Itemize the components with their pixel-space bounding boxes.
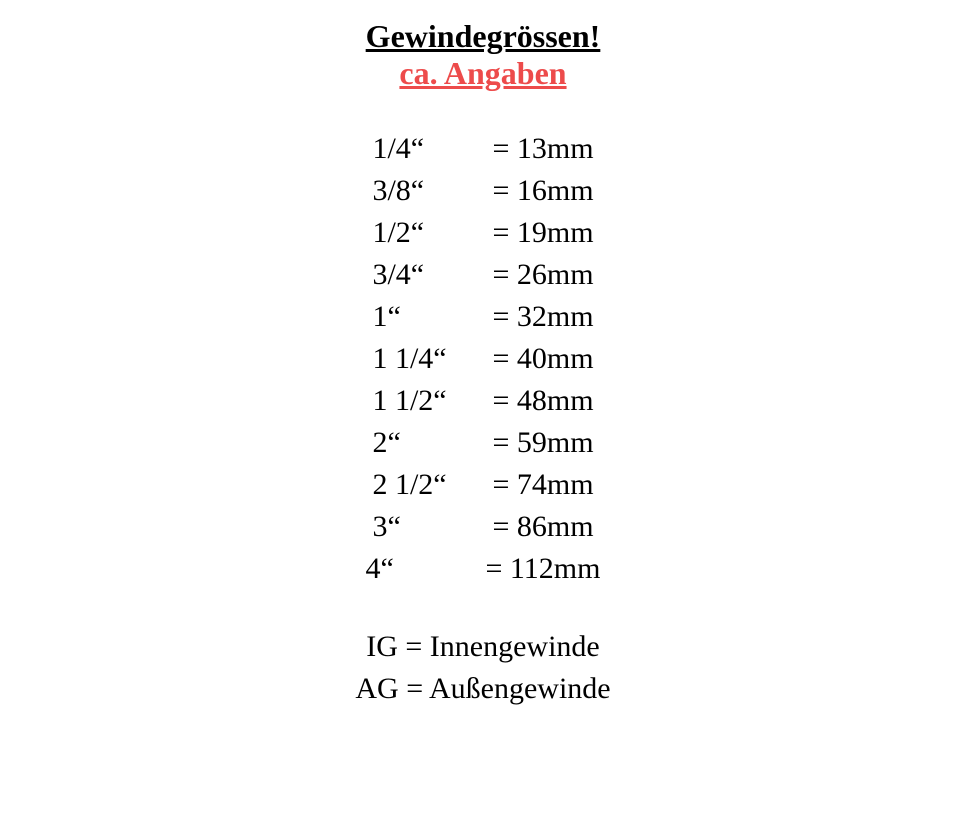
thread-size: 2 1/2“	[372, 464, 492, 506]
table-row: 1 1/4“ = 40mm	[372, 338, 593, 380]
thread-mm: = 74mm	[492, 464, 593, 506]
thread-size: 2“	[372, 422, 492, 464]
thread-size: 1/2“	[372, 212, 492, 254]
thread-size: 3/8“	[372, 170, 492, 212]
thread-size: 1 1/2“	[372, 380, 492, 422]
table-row: 1/4“ = 13mm	[372, 128, 593, 170]
legend-row: AG = Außengewinde	[355, 668, 610, 710]
thread-mm: = 48mm	[492, 380, 593, 422]
thread-size: 1/4“	[372, 128, 492, 170]
thread-mm: = 13mm	[492, 128, 593, 170]
thread-size: 4“	[366, 548, 486, 590]
thread-size: 3“	[372, 506, 492, 548]
thread-mm: = 16mm	[492, 170, 593, 212]
legend-row: IG = Innengewinde	[366, 626, 600, 668]
table-row: 1 1/2“ = 48mm	[372, 380, 593, 422]
subtitle: ca. Angaben	[399, 55, 566, 92]
thread-mm: = 32mm	[492, 296, 593, 338]
title: Gewindegrössen!	[366, 18, 601, 55]
thread-mm: = 40mm	[492, 338, 593, 380]
thread-size-table: 1/4“ = 13mm 3/8“ = 16mm 1/2“ = 19mm 3/4“…	[366, 128, 601, 590]
table-row: 3“ = 86mm	[372, 506, 593, 548]
thread-mm: = 19mm	[492, 212, 593, 254]
thread-mm: = 112mm	[486, 548, 601, 590]
table-row: 3/4“ = 26mm	[372, 254, 593, 296]
thread-mm: = 26mm	[492, 254, 593, 296]
table-row: 1/2“ = 19mm	[372, 212, 593, 254]
thread-size: 1“	[372, 296, 492, 338]
table-row: 2“ = 59mm	[372, 422, 593, 464]
table-row: 1“ = 32mm	[372, 296, 593, 338]
table-row: 4“ = 112mm	[366, 548, 601, 590]
thread-mm: = 86mm	[492, 506, 593, 548]
thread-size: 1 1/4“	[372, 338, 492, 380]
thread-size: 3/4“	[372, 254, 492, 296]
legend: IG = Innengewinde AG = Außengewinde	[355, 626, 610, 710]
document-container: Gewindegrössen! ca. Angaben 1/4“ = 13mm …	[355, 18, 610, 710]
table-row: 2 1/2“ = 74mm	[372, 464, 593, 506]
table-row: 3/8“ = 16mm	[372, 170, 593, 212]
thread-mm: = 59mm	[492, 422, 593, 464]
